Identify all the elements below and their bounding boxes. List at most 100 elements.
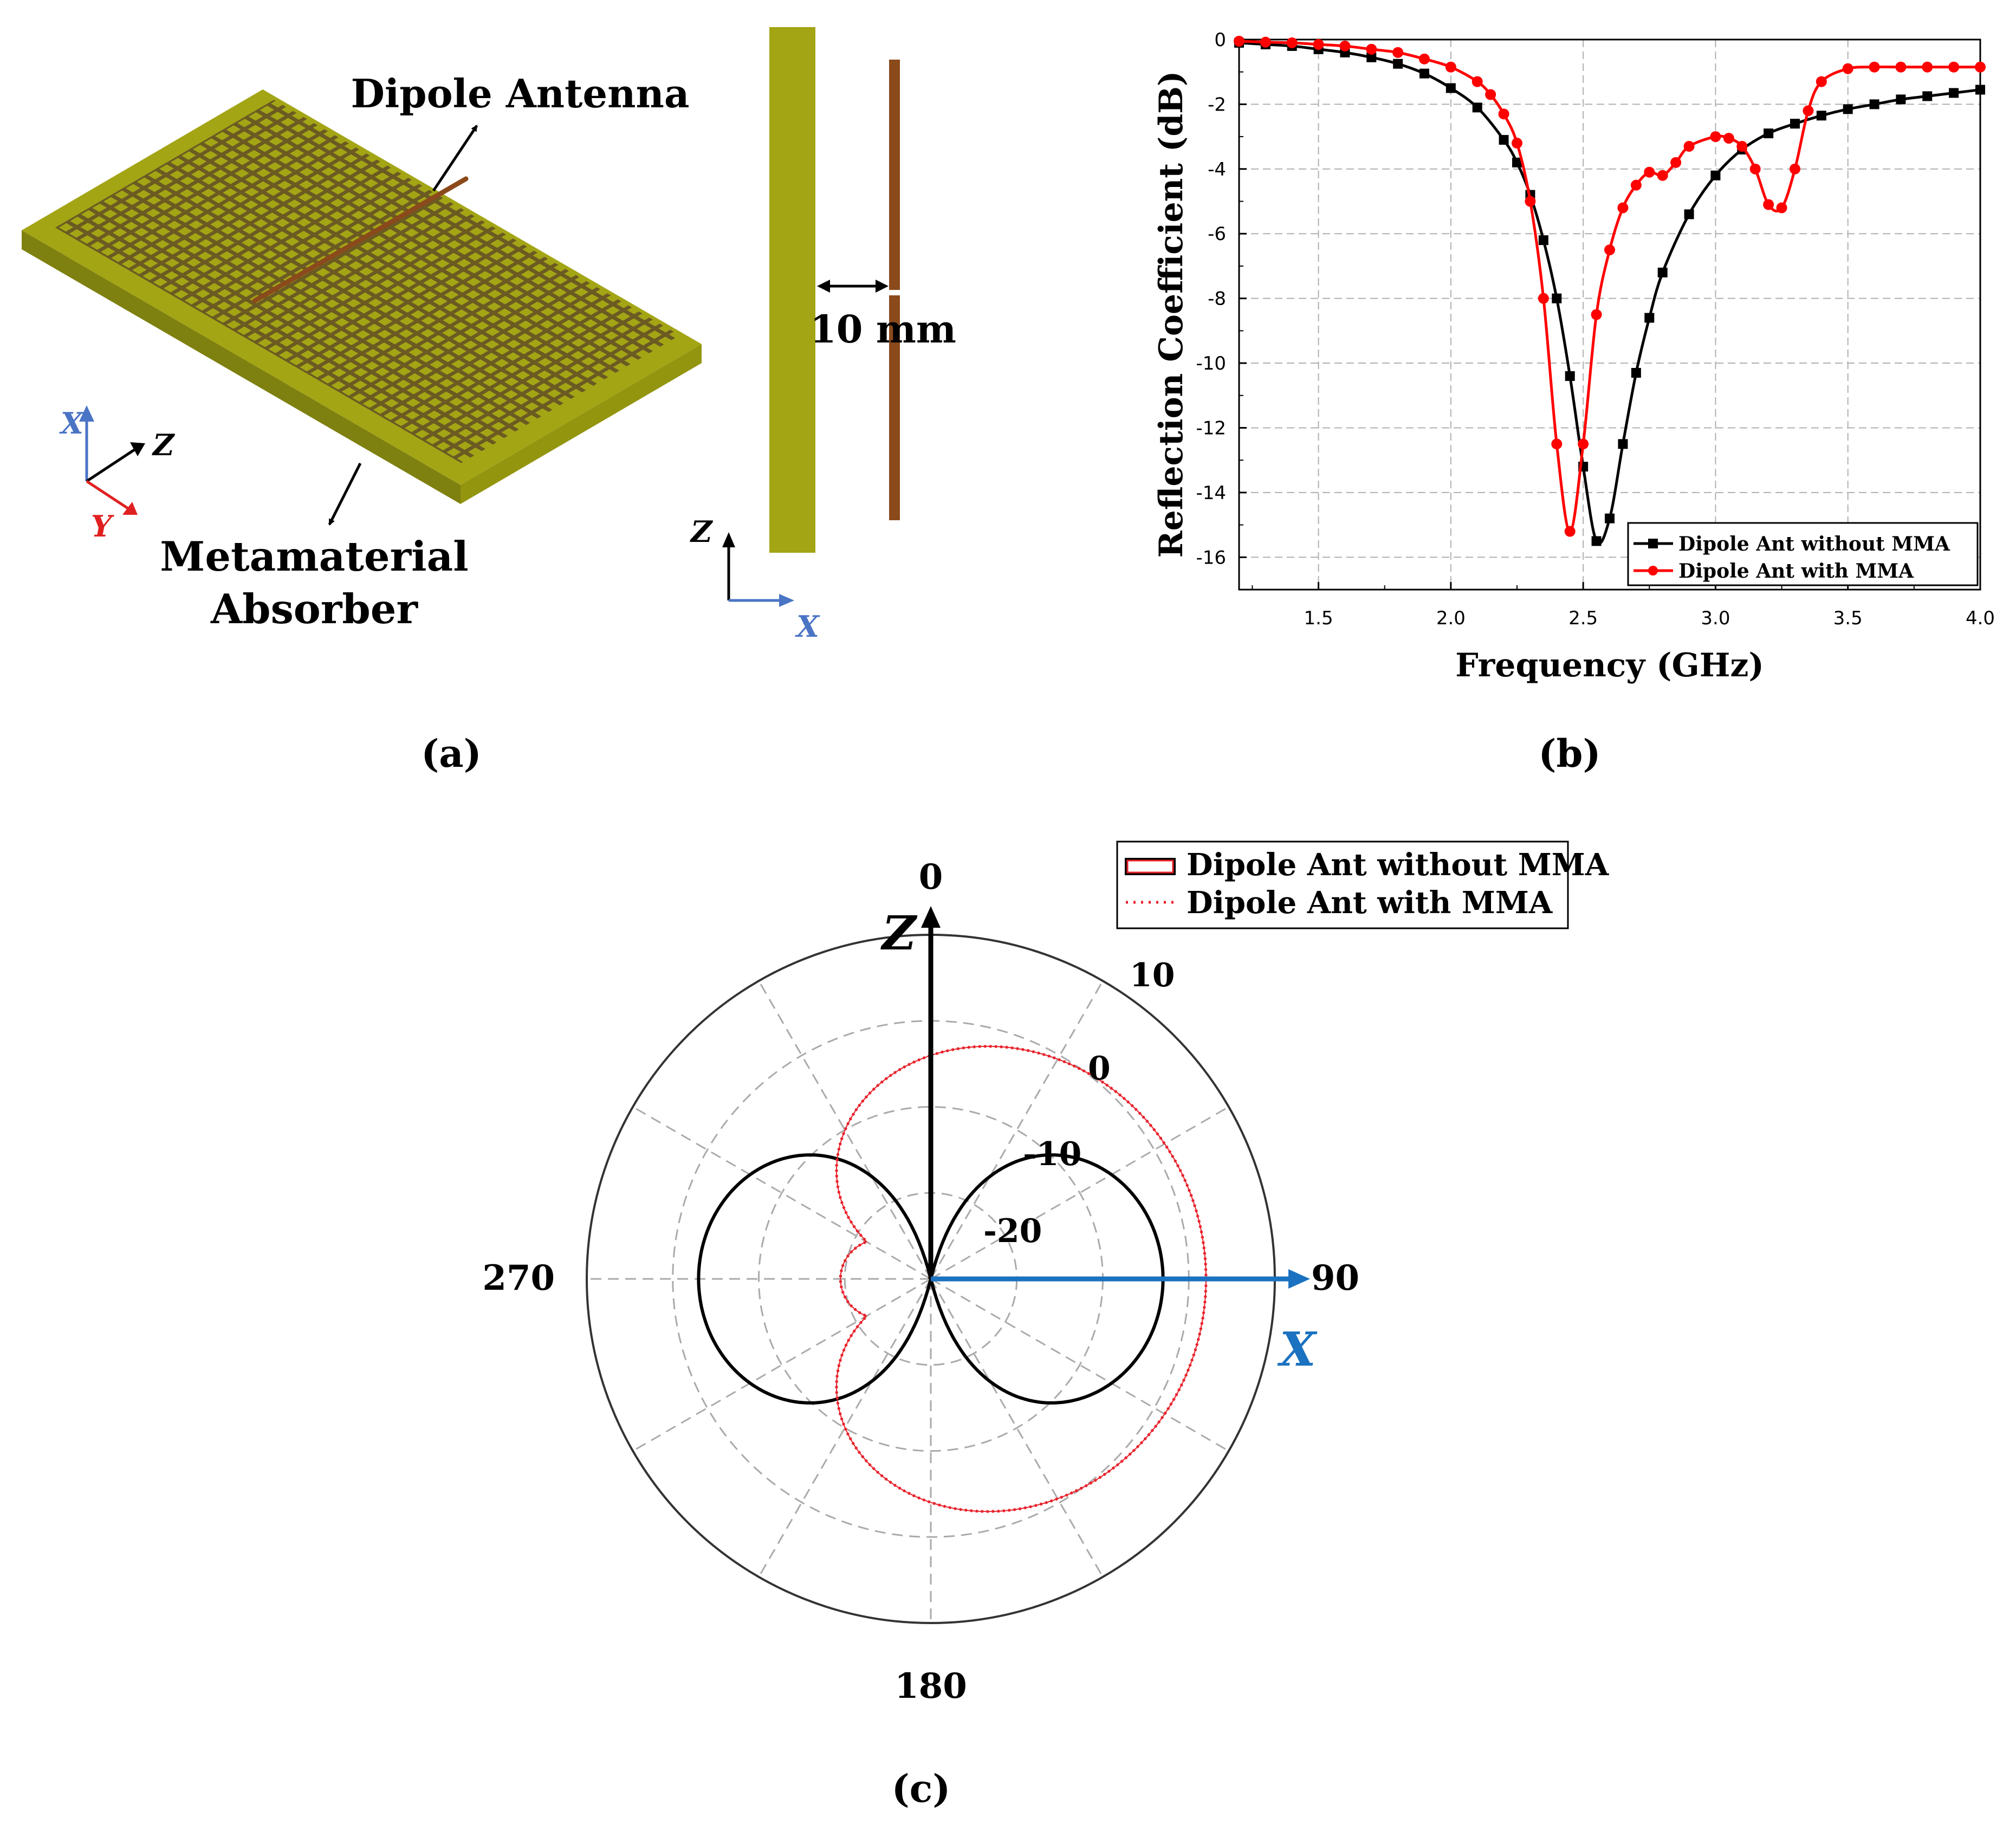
tick-label-b-y: -2 xyxy=(1208,94,1226,115)
polar-radial-10: 10 xyxy=(1130,956,1175,994)
tick-label-b-x: 3.5 xyxy=(1833,607,1863,629)
marker-b-square xyxy=(1445,83,1456,93)
tick-label-b-y: -12 xyxy=(1196,417,1226,439)
marker-b-circle xyxy=(1234,35,1244,47)
polar-spoke xyxy=(632,1278,931,1452)
marker-b-circle xyxy=(1670,157,1682,168)
marker-b-circle xyxy=(1313,38,1324,50)
dipole-side-lower xyxy=(889,295,900,520)
marker-b-circle xyxy=(1869,61,1880,73)
marker-b-square xyxy=(1949,88,1959,98)
marker-b-square xyxy=(1591,536,1602,546)
marker-b-square xyxy=(1710,170,1721,180)
marker-b-square xyxy=(1366,52,1377,62)
marker-b-square xyxy=(1896,94,1906,105)
marker-b-circle xyxy=(1578,438,1589,450)
absorber-callout-arrow xyxy=(328,462,362,526)
polar-radial-0: 0 xyxy=(1088,1050,1111,1088)
axis-y-label-3d: Y xyxy=(91,509,114,544)
series-b-line-2 xyxy=(1239,40,1980,533)
tick-label-b-x: 4.0 xyxy=(1966,607,1995,629)
tick-label-b-x: 3.0 xyxy=(1701,607,1730,629)
legend-b-series-1: Dipole Ant without MMA xyxy=(1678,533,1950,555)
caption-a: (a) xyxy=(421,731,482,776)
polar-series-with-mma-core xyxy=(835,1045,1207,1512)
tick-label-b-x: 2.0 xyxy=(1436,607,1466,629)
tick-label-b-y: 0 xyxy=(1214,29,1226,51)
series-b-line-1 xyxy=(1239,41,1981,545)
unit-cell-array xyxy=(55,100,680,463)
marker-b-square xyxy=(1538,235,1548,245)
tick-label-b-y: -8 xyxy=(1208,288,1226,310)
marker-b-circle xyxy=(1975,61,1986,73)
marker-b-circle xyxy=(1485,89,1496,100)
marker-b-square xyxy=(1657,267,1668,277)
chart-b-xlabel: Frequency (GHz) xyxy=(1455,647,1764,684)
polar-angle-180: 180 xyxy=(894,1666,967,1706)
marker-b-square xyxy=(1499,135,1509,145)
legend-b-series-2: Dipole Ant with MMA xyxy=(1678,560,1914,583)
marker-b-circle xyxy=(1538,293,1549,304)
tick-label-b-x: 1.5 xyxy=(1304,607,1333,629)
marker-b-circle xyxy=(1498,108,1509,120)
polar-spoke xyxy=(930,980,1104,1279)
coordinate-triad-3d: X Z Y xyxy=(59,405,176,544)
polar-radial-neg20: -20 xyxy=(983,1212,1042,1250)
absorber-label-line1: Metamaterial xyxy=(160,533,468,580)
marker-b-square xyxy=(1869,99,1879,109)
axis-x-label-side: X xyxy=(795,609,820,644)
polar-z-label: Z xyxy=(880,906,918,961)
marker-b-circle xyxy=(1657,170,1668,181)
tick-label-b-y: -10 xyxy=(1196,353,1226,374)
polar-angle-0: 0 xyxy=(919,857,943,897)
marker-b-square xyxy=(1618,439,1628,449)
panel-c: Z X 0 90 180 270 10 0 -10 -20 Dipole Ant… xyxy=(482,841,1610,1811)
polar-spoke xyxy=(930,1278,1229,1452)
marker-b-square xyxy=(1843,104,1853,114)
dipole-side-upper xyxy=(889,60,900,290)
marker-b-circle xyxy=(1551,438,1563,450)
marker-b-circle xyxy=(1286,37,1298,48)
polar-spoke xyxy=(758,1278,932,1578)
marker-b-circle xyxy=(1419,53,1430,64)
chart-b-legend: Dipole Ant without MMA Dipole Ant with M… xyxy=(1627,522,1979,586)
marker-b-circle xyxy=(1710,131,1721,143)
marker-b-circle xyxy=(1392,47,1404,58)
polar-angle-270: 270 xyxy=(482,1258,555,1298)
marker-b-circle xyxy=(1816,76,1827,87)
marker-b-circle xyxy=(1776,202,1787,214)
polar-spoke xyxy=(632,1106,931,1280)
marker-b-square xyxy=(1644,313,1655,323)
marker-b-circle xyxy=(1525,196,1536,207)
dipole-antenna-label: Dipole Antenna xyxy=(351,70,689,117)
marker-b-circle xyxy=(1339,40,1351,51)
chart-b-grid xyxy=(1239,40,1980,590)
polar-x-label: X xyxy=(1277,1322,1318,1377)
panel-a: Dipole Antenna Metamaterial Absorber X Z… xyxy=(22,27,956,776)
marker-b-square xyxy=(1684,209,1694,219)
marker-b-square xyxy=(1552,293,1562,303)
coordinate-triad-side: Z X xyxy=(690,514,820,644)
axis-z-label-side: Z xyxy=(690,514,714,549)
chart-b-ylabel: Reflection Coefficient (dB) xyxy=(1152,71,1190,558)
absorber-right-face xyxy=(461,344,702,504)
caption-b: (b) xyxy=(1538,731,1600,776)
panel-b: 1.5 2.0 2.5 3.0 3.5 4.00-2-4-6-8-10-12-14-16 … xyxy=(1152,29,1995,776)
marker-b-square xyxy=(1790,119,1800,129)
marker-b-circle xyxy=(1803,105,1814,117)
marker-b-square xyxy=(1419,68,1429,79)
marker-b-square xyxy=(1764,128,1774,139)
marker-b-circle xyxy=(1260,36,1271,48)
marker-b-circle xyxy=(1749,163,1761,174)
polar-legend: Dipole Ant without MMA Dipole Ant with M… xyxy=(1116,841,1610,929)
legend-c-series-1: Dipole Ant without MMA xyxy=(1187,847,1610,883)
axis-x-label-3d: X xyxy=(59,406,85,441)
marker-b-square xyxy=(1922,91,1933,101)
marker-b-square xyxy=(1393,59,1403,69)
marker-b-circle xyxy=(1472,76,1483,87)
marker-b-circle xyxy=(1564,526,1576,537)
marker-b-square xyxy=(1472,102,1482,113)
marker-b-square xyxy=(1631,367,1641,378)
marker-b-circle xyxy=(1617,202,1629,214)
